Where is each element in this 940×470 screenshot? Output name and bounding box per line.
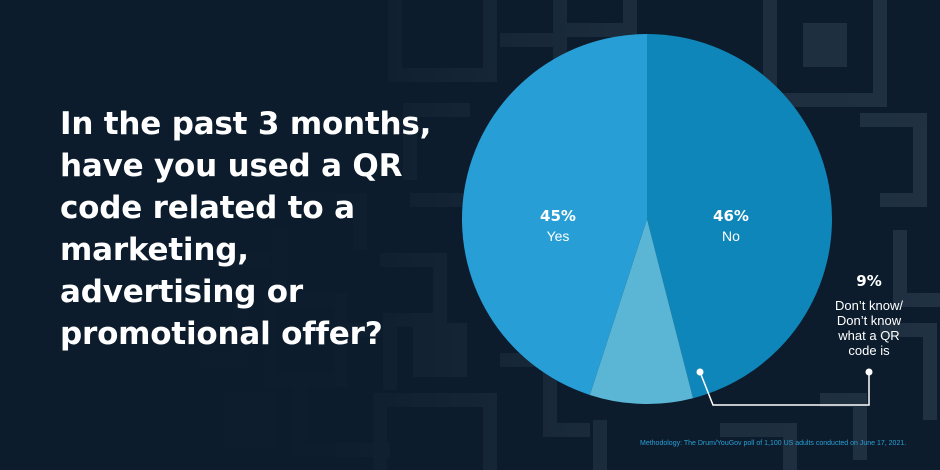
dont-know-leader-line xyxy=(696,368,873,406)
dont-know-percent-label: 9% xyxy=(856,272,882,290)
yes-percent-label: 45% xyxy=(540,207,576,225)
pie-slice-no xyxy=(647,34,833,399)
pie-slices xyxy=(461,34,833,404)
yes-category-label: Yes xyxy=(547,228,570,244)
no-category-label: No xyxy=(722,228,740,244)
pie-slice-dont-know xyxy=(589,219,694,404)
pie-slice-yes xyxy=(461,34,647,395)
no-percent-label: 46% xyxy=(713,207,749,225)
dont-know-callout: 9% Don’t know/ Don’t know what a QR code… xyxy=(828,272,910,358)
survey-question: In the past 3 months, have you used a QR… xyxy=(60,106,432,352)
dont-know-category-label: Don’t know/ Don’t know what a QR code is xyxy=(835,298,903,358)
methodology-note: Methodology: The Drum/YouGov poll of 1,1… xyxy=(640,440,907,447)
